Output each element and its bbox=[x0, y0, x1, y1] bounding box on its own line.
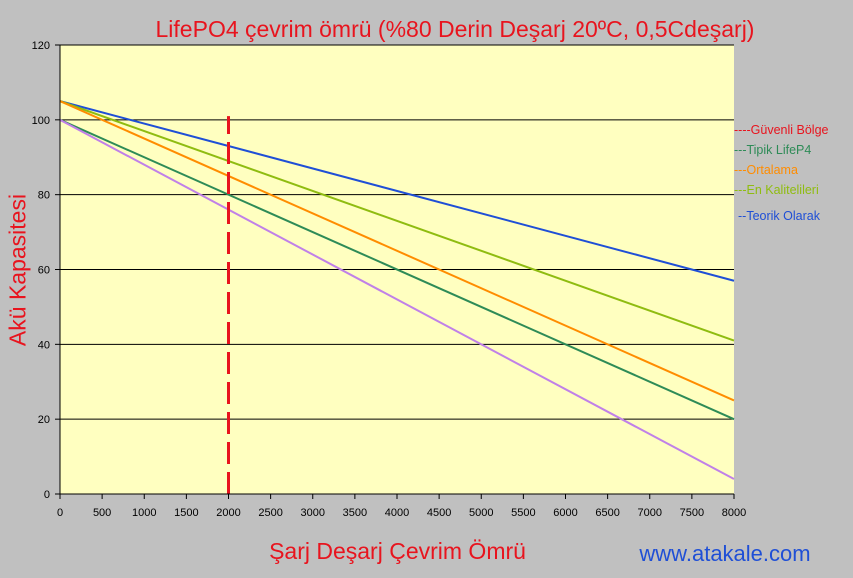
x-tick-label: 4500 bbox=[427, 507, 451, 519]
x-tick-label: 2500 bbox=[258, 507, 282, 519]
y-axis-label: Akü Kapasitesi bbox=[4, 193, 31, 347]
x-tick-label: 1500 bbox=[174, 507, 198, 519]
legend-item-ortalama: ---Ortalama bbox=[734, 163, 798, 177]
series-lines bbox=[59, 100, 735, 480]
tick-labels: 0 20 40 60 80 100 120 0 500 1000 1500 2000 2500 3000 3… bbox=[32, 40, 747, 519]
x-tick-label: 7000 bbox=[638, 507, 662, 519]
legend-item-en-kalitelileri: ---En Kalitelileri bbox=[734, 183, 819, 197]
series-line-0 bbox=[59, 100, 735, 282]
x-tick-label: 500 bbox=[93, 507, 111, 519]
x-tick-label: 8000 bbox=[722, 507, 746, 519]
x-tick-label: 7500 bbox=[680, 507, 704, 519]
series-line-4 bbox=[59, 118, 735, 480]
x-tick-label: 6000 bbox=[553, 507, 577, 519]
watermark: www.atakale.com bbox=[639, 541, 811, 566]
y-tick-label: 80 bbox=[38, 190, 50, 202]
series-line-2 bbox=[59, 100, 735, 402]
chart-title: LifePO4 çevrim ömrü (%80 Derin Deşarj 20… bbox=[155, 16, 755, 42]
series-line-3 bbox=[59, 118, 735, 421]
x-tick-label: 3000 bbox=[301, 507, 325, 519]
x-tick-label: 1000 bbox=[132, 507, 156, 519]
legend-item-tipik: ---Tipik LifeP4 bbox=[734, 143, 812, 157]
y-tick-label: 0 bbox=[44, 489, 50, 501]
x-tick-label: 4000 bbox=[385, 507, 409, 519]
y-tick-label: 20 bbox=[38, 414, 50, 426]
x-tick-label: 3500 bbox=[343, 507, 367, 519]
x-tick-label: 6500 bbox=[595, 507, 619, 519]
series-line-1 bbox=[59, 100, 735, 342]
x-tick-label: 0 bbox=[57, 507, 63, 519]
y-tick-label: 60 bbox=[38, 265, 50, 277]
x-axis-label: Şarj Deşarj Çevrim Ömrü bbox=[269, 538, 526, 564]
x-tick-label: 5500 bbox=[511, 507, 535, 519]
x-tick-label: 5000 bbox=[469, 507, 493, 519]
legend-item-guvenli-bolge: ----Güvenli Bölge bbox=[734, 123, 829, 137]
y-tick-label: 100 bbox=[32, 115, 50, 127]
y-tick-label: 40 bbox=[38, 339, 50, 351]
axes bbox=[55, 44, 735, 499]
x-tick-label: 2000 bbox=[216, 507, 240, 519]
y-tick-label: 120 bbox=[32, 40, 50, 52]
legend-item-teorik: --Teorik Olarak bbox=[738, 209, 820, 223]
